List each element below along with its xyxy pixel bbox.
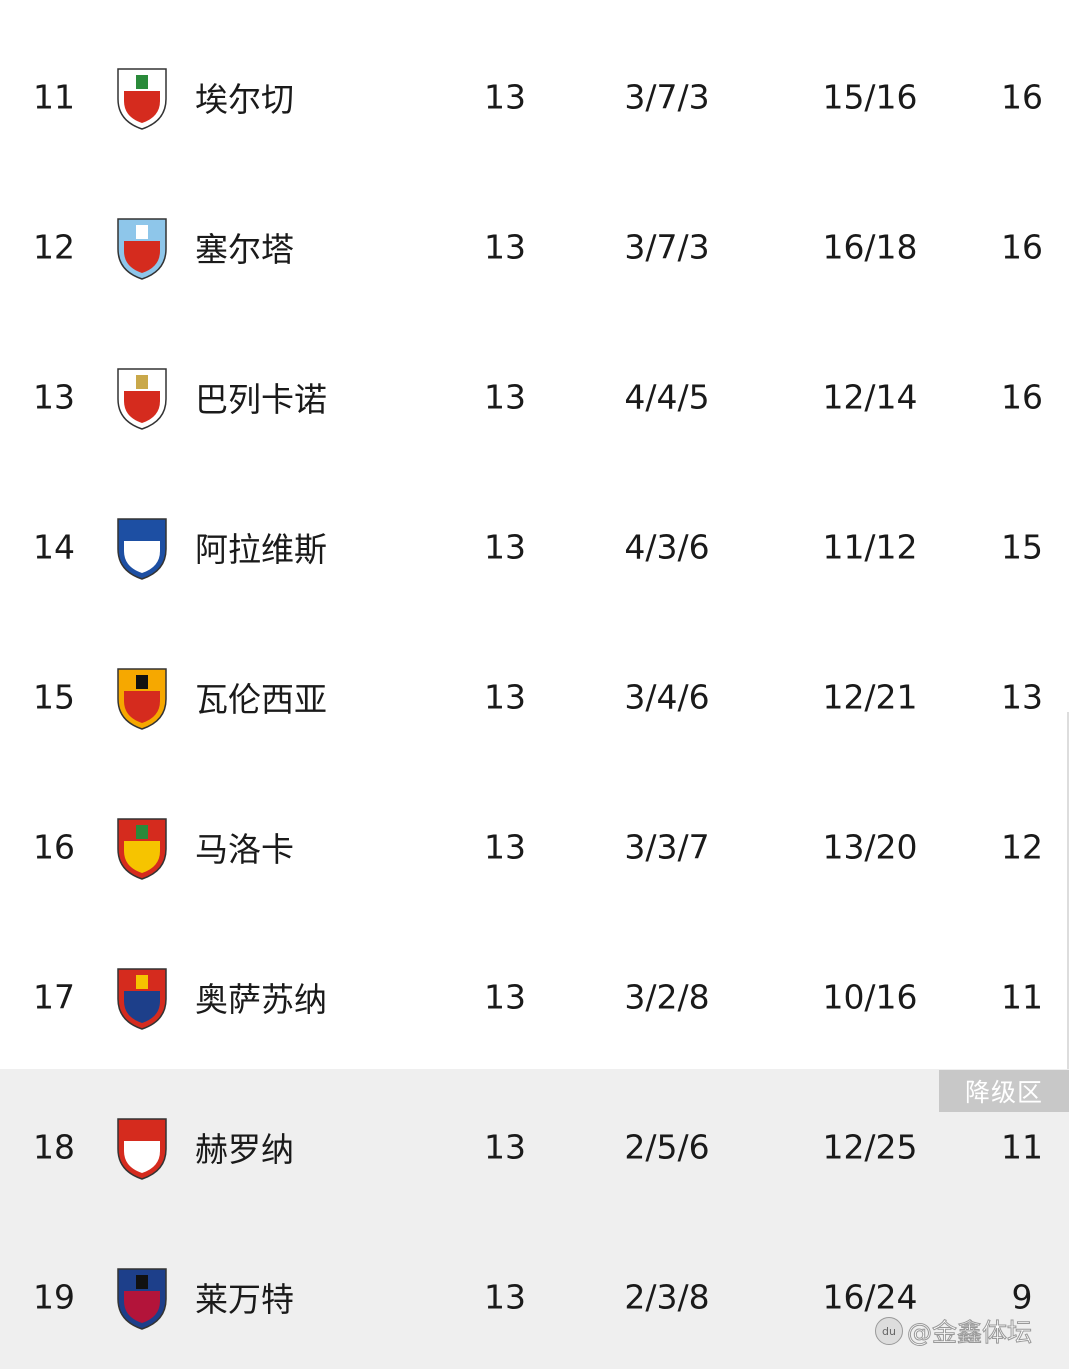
rank: 13	[33, 377, 75, 417]
matches-played: 13	[484, 227, 526, 267]
divider	[1067, 712, 1069, 1069]
matches-played: 13	[484, 1277, 526, 1317]
goals-for-against: 13/20	[822, 827, 918, 867]
points: 13	[1001, 677, 1043, 717]
relegation-zone-badge: 降级区	[939, 1070, 1069, 1112]
points: 9	[1011, 1277, 1033, 1317]
girona-crest-icon	[106, 1111, 178, 1183]
goals-for-against: 10/16	[822, 977, 918, 1017]
team-name[interactable]: 奥萨苏纳	[195, 980, 327, 1019]
table-row[interactable]: 14 阿拉维斯 13 4/3/6 11/12 15	[0, 472, 1069, 622]
goals-for-against: 11/12	[822, 527, 918, 567]
alaves-crest-icon	[106, 511, 178, 583]
team-name[interactable]: 马洛卡	[195, 830, 294, 869]
matches-played: 13	[484, 1127, 526, 1167]
points: 16	[1001, 227, 1043, 267]
win-draw-loss: 3/3/7	[624, 827, 710, 867]
watermark-text: @金鑫体坛	[906, 1318, 1033, 1348]
table-row[interactable]: 16 马洛卡 13 3/3/7 13/20 12	[0, 772, 1069, 922]
table-row[interactable]: 17 奥萨苏纳 13 3/2/8 10/16 11	[0, 922, 1069, 1072]
points: 16	[1001, 377, 1043, 417]
osasuna-crest-icon	[106, 961, 178, 1033]
rank: 16	[33, 827, 75, 867]
watermark: du @金鑫体坛	[875, 1313, 1033, 1349]
matches-played: 13	[484, 77, 526, 117]
baidu-paw-icon: du	[875, 1317, 903, 1345]
table-row[interactable]: 11 埃尔切 13 3/7/3 15/16 16	[0, 22, 1069, 172]
points: 16	[1001, 77, 1043, 117]
win-draw-loss: 4/4/5	[624, 377, 710, 417]
table-row[interactable]: 12 塞尔塔 13 3/7/3 16/18 16	[0, 172, 1069, 322]
team-name[interactable]: 赫罗纳	[195, 1130, 294, 1169]
table-row[interactable]: 15 瓦伦西亚 13 3/4/6 12/21 13	[0, 622, 1069, 772]
team-name[interactable]: 莱万特	[195, 1280, 294, 1319]
team-name[interactable]: 塞尔塔	[195, 230, 294, 269]
table-row[interactable]: 19 莱万特 13 2/3/8 16/24 9	[0, 1222, 1069, 1372]
goals-for-against: 15/16	[822, 77, 918, 117]
table-row[interactable]: 13 巴列卡诺 13 4/4/5 12/14 16	[0, 322, 1069, 472]
elche-crest-icon	[106, 61, 178, 133]
win-draw-loss: 3/2/8	[624, 977, 710, 1017]
goals-for-against: 16/24	[822, 1277, 918, 1317]
rank: 11	[33, 77, 75, 117]
levante-crest-icon	[106, 1261, 178, 1333]
rank: 17	[33, 977, 75, 1017]
team-name[interactable]: 埃尔切	[195, 80, 294, 119]
points: 11	[1001, 1127, 1043, 1167]
points: 11	[1001, 977, 1043, 1017]
team-name[interactable]: 巴列卡诺	[195, 380, 327, 419]
win-draw-loss: 2/3/8	[624, 1277, 710, 1317]
win-draw-loss: 4/3/6	[624, 527, 710, 567]
team-name[interactable]: 阿拉维斯	[195, 530, 327, 569]
goals-for-against: 12/25	[822, 1127, 918, 1167]
win-draw-loss: 3/7/3	[624, 227, 710, 267]
goals-for-against: 16/18	[822, 227, 918, 267]
rayo-crest-icon	[106, 361, 178, 433]
points: 12	[1001, 827, 1043, 867]
matches-played: 13	[484, 377, 526, 417]
valencia-crest-icon	[106, 661, 178, 733]
rank: 19	[33, 1277, 75, 1317]
goals-for-against: 12/14	[822, 377, 918, 417]
win-draw-loss: 3/4/6	[624, 677, 710, 717]
rank: 14	[33, 527, 75, 567]
table-row[interactable]: 18 赫罗纳 13 2/5/6 12/25 11	[0, 1072, 1069, 1222]
rank: 15	[33, 677, 75, 717]
matches-played: 13	[484, 827, 526, 867]
points: 15	[1001, 527, 1043, 567]
matches-played: 13	[484, 527, 526, 567]
goals-for-against: 12/21	[822, 677, 918, 717]
rank: 12	[33, 227, 75, 267]
matches-played: 13	[484, 977, 526, 1017]
win-draw-loss: 2/5/6	[624, 1127, 710, 1167]
mallorca-crest-icon	[106, 811, 178, 883]
team-name[interactable]: 瓦伦西亚	[195, 680, 327, 719]
celta-crest-icon	[106, 211, 178, 283]
win-draw-loss: 3/7/3	[624, 77, 710, 117]
rank: 18	[33, 1127, 75, 1167]
matches-played: 13	[484, 677, 526, 717]
